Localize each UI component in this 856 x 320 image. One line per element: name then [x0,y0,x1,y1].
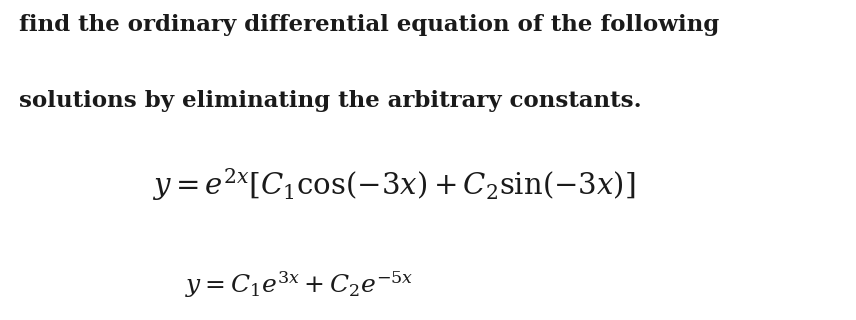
Text: solutions by eliminating the arbitrary constants.: solutions by eliminating the arbitrary c… [19,90,641,112]
Text: find the ordinary differential equation of the following: find the ordinary differential equation … [19,14,719,36]
Text: $y = C_1e^{3x} + C_2e^{-5x}$: $y = C_1e^{3x} + C_2e^{-5x}$ [186,269,413,300]
Text: $y = e^{2x}\left[C_1 \cos(-3x) + C_2 \sin(-3x)\right]$: $y = e^{2x}\left[C_1 \cos(-3x) + C_2 \si… [152,166,635,203]
